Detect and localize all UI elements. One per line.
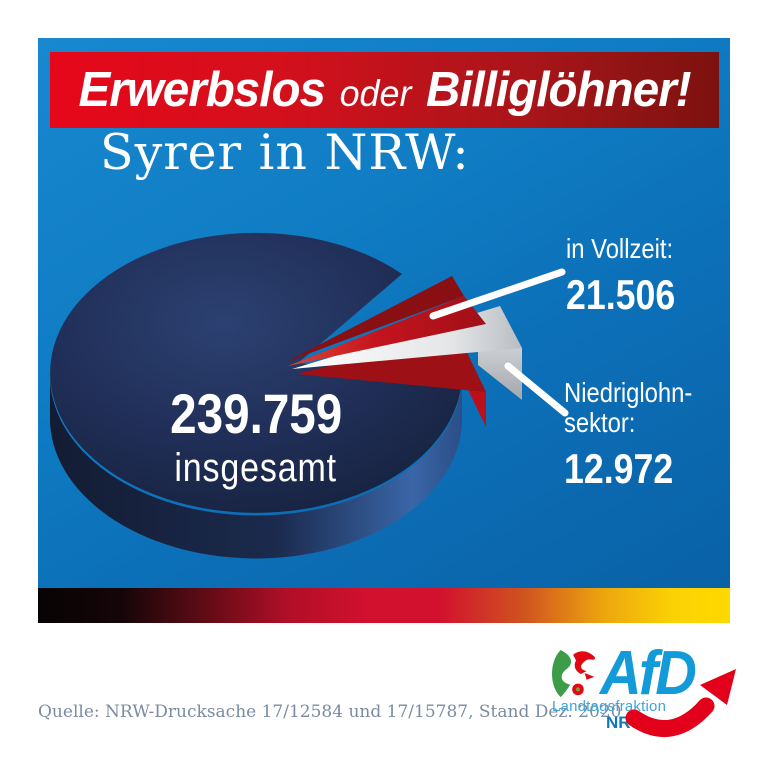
total-label-group: 239.759 insgesamt <box>108 382 404 490</box>
afd-logo: AfD Landtagsfraktion NRW <box>548 639 748 755</box>
source-text: Quelle: NRW-Drucksache 17/12584 und 17/1… <box>38 702 622 722</box>
german-flag-stripe <box>38 588 730 623</box>
headline-word-oder: oder <box>339 73 412 114</box>
pie-slice-insgesamt <box>50 232 462 513</box>
blue-panel: Erwerbslos oder Billiglöhner! Syrer in N… <box>38 38 730 588</box>
niedriglohn-caption-line1: Niedriglohn- <box>564 377 693 408</box>
chart-title: Syrer in NRW: <box>100 124 470 181</box>
pie-chart <box>49 232 569 559</box>
vollzeit-value: 21.506 <box>566 271 676 319</box>
callout-line-niedriglohn <box>504 362 569 417</box>
vollzeit-label-group: in Vollzeit: 21.506 <box>566 233 694 319</box>
pie-side <box>49 373 462 559</box>
vollzeit-caption: in Vollzeit: <box>566 233 674 264</box>
callout-line-vollzeit <box>429 268 566 320</box>
niedriglohn-value: 12.972 <box>564 445 674 493</box>
headline-word-erwerbslos: Erwerbslos <box>78 63 326 117</box>
total-caption: insgesamt <box>174 446 338 490</box>
nrw-coat-of-arms-icon <box>552 649 596 698</box>
total-value: 239.759 <box>169 382 343 445</box>
niedriglohn-caption-line2: sektor: <box>564 407 636 439</box>
niedriglohn-label-group: Niedriglohn- sektor: 12.972 <box>564 377 715 493</box>
pie-slice-vollzeit-edge <box>286 276 464 362</box>
headline-banner: Erwerbslos oder Billiglöhner! <box>50 52 719 128</box>
headline-text: Erwerbslos oder Billiglöhner! <box>78 62 692 118</box>
headline-word-billigloehner: Billiglöhner! <box>425 63 692 117</box>
swoosh-arrow-icon <box>625 669 736 738</box>
afd-wordmark: AfD <box>600 639 697 708</box>
